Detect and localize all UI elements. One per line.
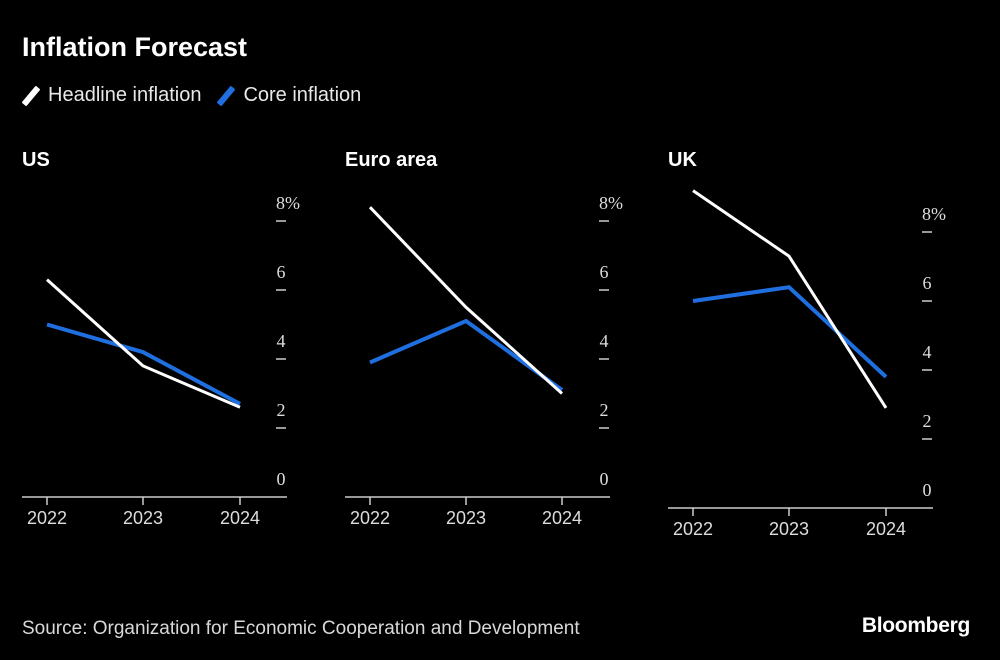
y-tick-label: 4 — [923, 342, 932, 362]
y-tick-label: 6 — [600, 262, 609, 282]
y-tick-label: 6 — [277, 262, 286, 282]
y-tick-label: 8% — [599, 193, 623, 213]
legend-label: Core inflation — [243, 84, 362, 106]
y-tick-label: 4 — [600, 331, 609, 351]
x-tick-label: 2023 — [446, 508, 486, 528]
x-tick-label: 2022 — [673, 519, 713, 539]
y-tick-label: 6 — [923, 273, 932, 293]
panel-title: UK — [668, 149, 697, 171]
x-tick-label: 2022 — [350, 508, 390, 528]
bloomberg-logo: Bloomberg — [861, 614, 970, 637]
headline-inflation-line — [45, 278, 241, 409]
x-tick-label: 2024 — [220, 508, 260, 528]
y-tick-label: 0 — [923, 480, 932, 500]
core-inflation-line — [46, 322, 241, 406]
legend-item-headline: Headline inflation — [21, 84, 202, 107]
y-tick-label: 0 — [600, 469, 609, 489]
y-tick-label: 2 — [600, 400, 609, 420]
x-tick-label: 2023 — [769, 519, 809, 539]
panel-us: US 0 2 4 6 8% 2022 2023 2024 — [22, 149, 300, 528]
x-tick-label: 2023 — [123, 508, 163, 528]
x-tick-label: 2024 — [542, 508, 582, 528]
y-tick-label: 8% — [276, 193, 300, 213]
x-tick-label: 2022 — [27, 508, 67, 528]
panel-title: US — [22, 149, 50, 171]
y-tick-label: 4 — [277, 331, 286, 351]
chart-title: Inflation Forecast — [22, 32, 248, 62]
panel-title: Euro area — [345, 149, 438, 171]
source-note: Source: Organization for Economic Cooper… — [22, 618, 580, 639]
legend-label: Headline inflation — [48, 84, 202, 106]
legend: Headline inflation Core inflation — [21, 84, 377, 107]
x-tick-label: 2024 — [866, 519, 906, 539]
y-tick-label: 8% — [922, 204, 946, 224]
panel-uk: UK 0 2 4 6 8% 2022 2023 2024 — [668, 149, 946, 539]
y-tick-label: 0 — [277, 469, 286, 489]
panel-euro-area: Euro area 0 2 4 6 8% 2022 2023 2024 — [345, 149, 623, 528]
headline-inflation-line — [692, 189, 888, 409]
legend-item-core: Core inflation — [217, 84, 361, 107]
headline-inflation-line — [368, 206, 564, 395]
y-tick-label: 2 — [923, 411, 932, 431]
core-inflation-line — [369, 318, 564, 392]
core-inflation-line — [692, 285, 888, 379]
y-tick-label: 2 — [277, 400, 286, 420]
